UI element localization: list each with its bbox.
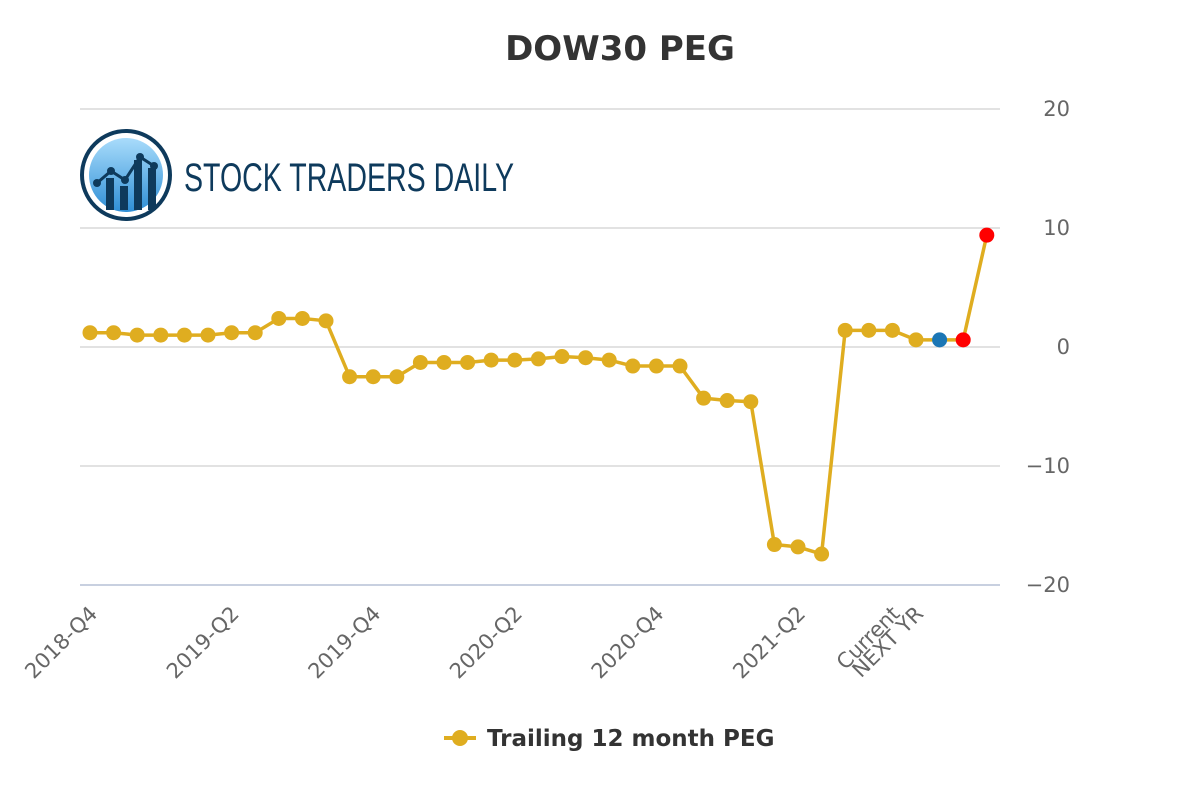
data-point[interactable] [247, 325, 263, 341]
x-tick-label: 2020-Q2 [445, 602, 527, 684]
x-tick-label: 2019-Q4 [304, 602, 386, 684]
data-point[interactable] [342, 369, 358, 385]
data-point[interactable] [82, 325, 98, 341]
data-point[interactable] [200, 327, 216, 343]
data-point[interactable] [861, 322, 877, 338]
data-point-forecast[interactable] [979, 227, 995, 243]
y-tick-label: −10 [1026, 454, 1070, 478]
x-tick-label: 2019-Q2 [162, 602, 244, 684]
data-point-forecast[interactable] [955, 332, 971, 348]
data-point[interactable] [884, 322, 900, 338]
brand-logo: STOCK TRADERS DAILY [80, 129, 514, 221]
data-point[interactable] [483, 352, 499, 368]
series-line [90, 234, 989, 556]
data-point[interactable] [507, 352, 523, 368]
data-point[interactable] [436, 354, 452, 370]
data-point[interactable] [719, 393, 735, 409]
y-axis-ticks: 20 10 0 −10 −20 [1026, 97, 1070, 597]
brand-name: STOCK TRADERS DAILY [184, 156, 514, 200]
data-point[interactable] [412, 354, 428, 370]
data-point[interactable] [106, 325, 122, 341]
data-point[interactable] [294, 310, 310, 326]
y-tick-label: −20 [1026, 573, 1070, 597]
data-point[interactable] [814, 546, 830, 562]
data-point[interactable] [837, 322, 853, 338]
chart-title: DOW30 PEG [505, 29, 735, 69]
y-tick-label: 20 [1043, 97, 1070, 121]
series-points [82, 227, 995, 562]
data-point[interactable] [153, 327, 169, 343]
data-point[interactable] [129, 327, 145, 343]
data-point[interactable] [224, 325, 240, 341]
data-point[interactable] [578, 350, 594, 366]
data-point[interactable] [601, 352, 617, 368]
data-point[interactable] [271, 310, 287, 326]
data-point[interactable] [365, 369, 381, 385]
data-point[interactable] [790, 539, 806, 555]
data-point[interactable] [648, 358, 664, 374]
rising-chart-logo-icon [80, 129, 172, 221]
data-point[interactable] [318, 313, 334, 329]
y-tick-label: 0 [1057, 335, 1070, 359]
data-point[interactable] [389, 369, 405, 385]
data-point[interactable] [530, 351, 546, 367]
y-tick-label: 10 [1043, 216, 1070, 240]
data-point[interactable] [696, 390, 712, 406]
data-point[interactable] [672, 358, 688, 374]
data-point-current[interactable] [932, 332, 948, 348]
data-point[interactable] [460, 354, 476, 370]
gridlines [80, 108, 1000, 586]
x-tick-label: 2018-Q4 [20, 602, 102, 684]
x-axis-ticks: 2018-Q4 2019-Q2 2019-Q4 2020-Q2 2020-Q4 2021-… [20, 602, 928, 684]
data-point[interactable] [554, 349, 570, 365]
x-tick-label: 2021-Q2 [728, 602, 810, 684]
legend-label: Trailing 12 month PEG [487, 726, 775, 752]
series-trailing-peg [90, 234, 989, 556]
data-point[interactable] [176, 327, 192, 343]
legend-swatch-marker [452, 730, 468, 746]
x-tick-label: 2020-Q4 [587, 602, 669, 684]
data-point[interactable] [766, 537, 782, 553]
data-point[interactable] [625, 358, 641, 374]
data-point[interactable] [908, 332, 924, 348]
legend[interactable]: Trailing 12 month PEG [444, 726, 775, 752]
data-point[interactable] [743, 394, 759, 410]
